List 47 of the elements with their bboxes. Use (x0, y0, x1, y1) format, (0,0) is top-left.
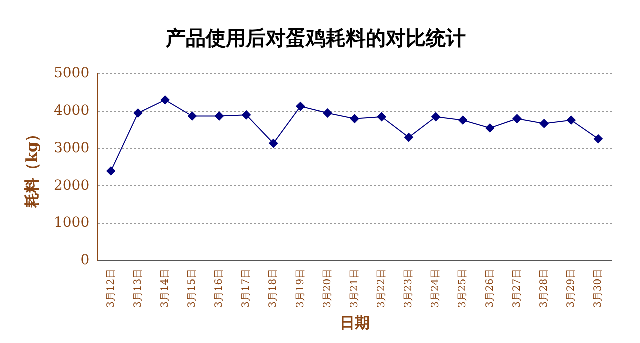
x-tick-label: 3月25日 (458, 268, 469, 308)
x-tick-label: 3月17日 (241, 268, 252, 308)
y-tick-label: 2000 (54, 178, 90, 194)
x-tick-label: 3月29日 (566, 268, 577, 308)
point (594, 134, 603, 144)
point (512, 114, 522, 124)
point (404, 133, 414, 142)
x-tick-label: 3月24日 (430, 268, 442, 308)
x-tick-label: 3月26日 (484, 268, 496, 308)
point (214, 112, 224, 121)
x-tick-label: 3月12日 (106, 268, 117, 308)
x-tick-label: 3月13日 (132, 268, 144, 308)
point (432, 112, 441, 122)
x-tick-label: 3月14日 (160, 268, 171, 308)
y-tick-label: 1000 (54, 215, 90, 232)
x-tick-label: 3月19日 (295, 268, 306, 308)
point (350, 114, 360, 124)
y-tick-label: 0 (80, 252, 90, 269)
x-tick-label: 3月18日 (268, 268, 280, 308)
point (377, 112, 386, 122)
x-axis-title: 日期 (340, 314, 370, 332)
point (269, 139, 278, 148)
y-tick-label: 3000 (54, 140, 90, 156)
x-tick-label: 3月21日 (349, 268, 360, 308)
y-axis-title: 耗料（kg） (22, 127, 41, 209)
point (323, 108, 332, 118)
x-tick-label: 3月28日 (538, 268, 550, 308)
x-tick-label: 3月16日 (214, 268, 226, 308)
x-tick-label: 3月15日 (186, 268, 198, 308)
point (486, 124, 495, 133)
point (458, 116, 468, 125)
point (242, 110, 252, 120)
y-tick-label: 4000 (54, 103, 90, 120)
point (134, 108, 143, 118)
y-tick-label: 5000 (54, 66, 90, 82)
x-tick-label: 3月23日 (404, 268, 415, 308)
chart-title: 产品使用后对蛋鸡耗料的对比统计 (165, 26, 466, 50)
point (540, 119, 549, 128)
point (106, 166, 116, 176)
point (566, 116, 576, 125)
x-tick-label: 3月27日 (512, 268, 523, 308)
x-tick-label: 3月20日 (322, 268, 334, 308)
point (160, 96, 170, 105)
point (296, 102, 306, 112)
x-tick-label: 3月22日 (376, 268, 388, 308)
point (188, 112, 197, 121)
x-tick-label: 3月30日 (593, 268, 604, 308)
